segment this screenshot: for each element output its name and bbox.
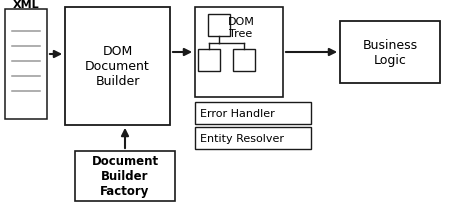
Text: Error Handler: Error Handler — [200, 109, 274, 118]
Bar — [65, 8, 170, 125]
Bar — [5, 10, 47, 119]
Bar — [195, 8, 283, 97]
Text: DOM
Document
Builder: DOM Document Builder — [85, 45, 150, 88]
Text: DOM
Tree: DOM Tree — [227, 17, 254, 39]
Bar — [339, 22, 439, 84]
Bar — [195, 103, 310, 124]
Bar — [197, 50, 219, 72]
Bar — [75, 151, 175, 201]
Bar — [233, 50, 254, 72]
Text: Business
Logic: Business Logic — [362, 39, 417, 67]
Text: Document
Builder
Factory: Document Builder Factory — [91, 155, 158, 198]
Bar — [195, 127, 310, 149]
Bar — [207, 15, 229, 37]
Text: XML: XML — [13, 0, 39, 10]
Text: Entity Resolver: Entity Resolver — [200, 133, 283, 143]
